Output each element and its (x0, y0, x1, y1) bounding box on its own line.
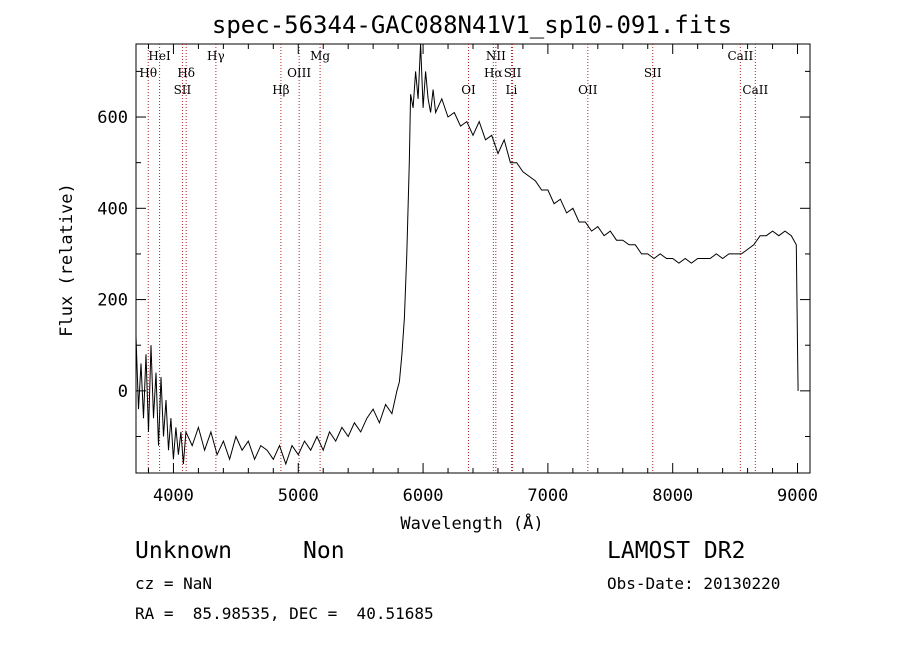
x-tick-label-1: 5000 (278, 486, 319, 506)
line-label-14: OII (578, 83, 598, 97)
spectral-line-markers (147, 44, 756, 473)
y-tick-label-1: 200 (97, 291, 128, 311)
y-tick-label-0: 0 (118, 382, 128, 402)
x-tick-label-2: 6000 (403, 486, 444, 506)
line-label-8: Hα (484, 66, 503, 80)
x-axis-label: Wavelength (Å) (400, 512, 543, 534)
line-label-4: CaII (727, 49, 753, 63)
line-label-5: Hθ (139, 66, 157, 80)
line-label-0: HeI (148, 49, 171, 63)
line-label-16: CaII (742, 83, 768, 97)
redshift-cz: cz = NaN (135, 574, 213, 593)
y-tick-label-2: 400 (97, 199, 128, 219)
x-axis-ticks: 4000 5000 6000 7000 8000 9000 (147, 44, 818, 506)
x-tick-label-3: 7000 (527, 486, 568, 506)
line-label-2: Mg (310, 49, 330, 63)
y-tick-label-3: 600 (97, 108, 128, 128)
line-label-15: SII (644, 66, 662, 80)
line-label-7: OIII (287, 66, 311, 80)
spectrum-line (135, 43, 799, 466)
line-label-6: Hδ (177, 66, 195, 80)
y-axis-label: Flux (relative) (57, 183, 77, 337)
object-subclass: Non (303, 538, 345, 564)
line-label-13: Li (506, 83, 518, 97)
line-label-12: OI (461, 83, 476, 97)
y-axis-ticks: 0 200 400 600 (97, 70, 810, 437)
line-label-9: SII (504, 66, 522, 80)
ra-dec: RA = 85.98535, DEC = 40.51685 (135, 604, 434, 623)
survey-name: LAMOST DR2 (607, 538, 746, 564)
line-label-3: NII (486, 49, 506, 63)
x-tick-label-0: 4000 (153, 486, 194, 506)
chart-title: spec-56344-GAC088N41V1_sp10-091.fits (212, 11, 732, 39)
x-tick-label-5: 9000 (777, 486, 818, 506)
line-label-10: SII (174, 83, 192, 97)
line-label-1: Hγ (207, 49, 225, 63)
line-label-11: Hβ (272, 83, 289, 97)
x-tick-label-4: 8000 (652, 486, 693, 506)
obs-date: Obs-Date: 20130220 (607, 574, 781, 593)
object-class: Unknown (135, 538, 232, 564)
